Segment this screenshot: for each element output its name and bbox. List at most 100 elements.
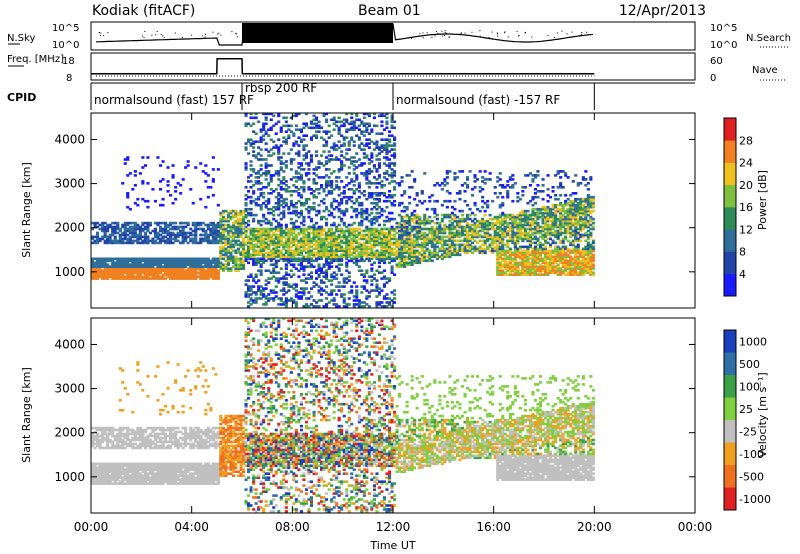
heatmap-cell [355, 255, 359, 259]
heatmap-cell [143, 235, 147, 239]
heatmap-cell [234, 269, 238, 272]
heatmap-cell [161, 265, 165, 268]
heatmap-cell [199, 257, 203, 261]
heatmap-cell [294, 201, 298, 205]
heatmap-cell [201, 273, 205, 276]
heatmap-cell [320, 176, 324, 179]
heatmap-cell [385, 178, 389, 181]
heatmap-cell [247, 190, 251, 193]
heatmap-cell [294, 114, 298, 118]
heatmap-cell [445, 182, 449, 185]
heatmap-cell [320, 279, 324, 282]
heatmap-cell [131, 229, 135, 233]
heatmap-cell [156, 265, 160, 268]
heatmap-cell [307, 209, 311, 213]
heatmap-cell [108, 235, 112, 239]
heatmap-cell [249, 211, 253, 215]
heatmap-cell [365, 253, 369, 257]
heatmap-cell [332, 259, 336, 263]
heatmap-cell [352, 180, 356, 183]
heatmap-cell [179, 233, 183, 237]
heatmap-cell [244, 253, 248, 257]
heatmap-cell [262, 186, 266, 189]
heatmap-cell [297, 239, 301, 243]
heatmap-cell [282, 301, 286, 304]
heatmap-cell [231, 237, 235, 241]
heatmap-cell [249, 229, 253, 233]
heatmap-cell [536, 174, 540, 177]
heatmap-cell [332, 299, 336, 302]
heatmap-cell [257, 245, 261, 249]
heatmap-cell [297, 128, 301, 131]
heatmap-cell [269, 291, 273, 294]
heatmap-cell [282, 303, 286, 306]
heatmap-cell [252, 130, 256, 133]
heatmap-cell [297, 275, 301, 278]
heatmap-cell [360, 207, 364, 211]
heatmap-cell [304, 201, 308, 205]
heatmap-cell [136, 225, 140, 229]
heatmap-cell [106, 267, 110, 270]
heatmap-cell [229, 247, 233, 251]
heatmap-cell [239, 217, 243, 221]
heatmap-cell [191, 273, 195, 276]
heatmap-cell [327, 229, 331, 233]
heatmap-cell [204, 259, 208, 263]
heatmap-cell [282, 275, 286, 278]
heatmap-cell [231, 243, 235, 247]
heatmap-cell [284, 184, 288, 187]
heatmap-cell [128, 241, 132, 245]
heatmap-cell [287, 227, 291, 231]
heatmap-cell [297, 162, 301, 165]
heatmap-cell [327, 182, 331, 185]
heatmap-cell [123, 237, 127, 241]
heatmap-cell [307, 239, 311, 243]
heatmap-cell [211, 194, 215, 197]
heatmap-cell [330, 253, 334, 257]
heatmap-cell [342, 251, 346, 255]
heatmap-cell [347, 140, 351, 143]
heatmap-cell [345, 148, 349, 151]
heatmap-cell [153, 221, 157, 225]
heatmap-cell [164, 235, 168, 239]
heatmap-cell [164, 241, 168, 245]
heatmap-cell [159, 188, 163, 191]
heatmap-cell [335, 255, 339, 259]
heatmap-cell [239, 235, 243, 239]
heatmap-cell [161, 257, 165, 261]
heatmap-cell [332, 289, 336, 292]
heatmap-cell [252, 299, 256, 302]
heatmap-cell [191, 257, 195, 261]
heatmap-cell [360, 172, 364, 175]
heatmap-cell [103, 263, 107, 266]
heatmap-cell [111, 221, 115, 225]
heatmap-cell [186, 263, 190, 266]
heatmap-cell [315, 134, 319, 137]
heatmap-cell [141, 269, 145, 272]
heatmap-cell [259, 237, 263, 241]
heatmap-cell [352, 281, 356, 284]
heatmap-cell [146, 273, 150, 276]
heatmap-cell [345, 184, 349, 187]
heatmap-cell [322, 305, 326, 308]
heatmap-cell [269, 154, 273, 157]
heatmap-cell [511, 174, 515, 177]
heatmap-cell [252, 142, 256, 145]
heatmap-cell [156, 269, 160, 272]
heatmap-cell [174, 235, 178, 239]
heatmap-cell [237, 211, 241, 215]
heatmap-cell [362, 174, 366, 177]
heatmap-cell [312, 227, 316, 231]
heatmap-cell [330, 273, 334, 276]
heatmap-cell [277, 112, 281, 116]
heatmap-cell [357, 203, 361, 207]
heatmap-cell [360, 253, 364, 257]
heatmap-cell [282, 211, 286, 215]
heatmap-cell [533, 201, 537, 205]
heatmap-cell [204, 275, 208, 278]
heatmap-cell [307, 251, 311, 255]
heatmap-cell [242, 227, 246, 231]
heatmap-cell [209, 227, 213, 231]
heatmap-cell [216, 229, 220, 233]
heatmap-cell [267, 251, 271, 255]
